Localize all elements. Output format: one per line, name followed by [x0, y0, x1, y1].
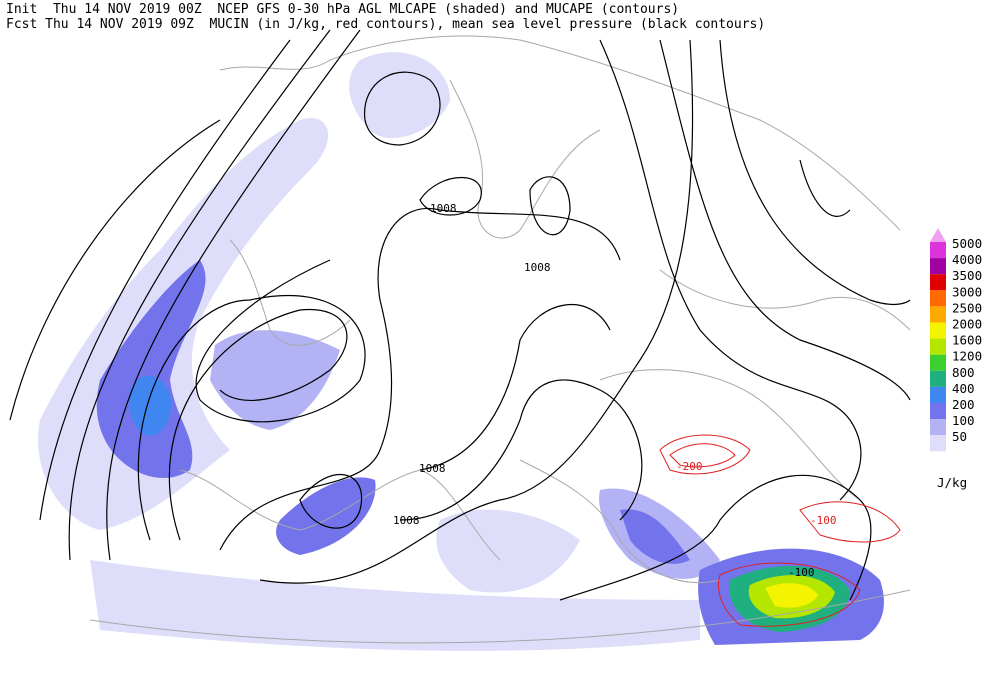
legend-swatch: [930, 290, 946, 307]
isobar-label: 1008: [430, 202, 457, 215]
legend-swatch: [930, 370, 946, 387]
legend-swatch: [930, 354, 946, 371]
cin-label: -100: [788, 566, 815, 579]
legend-swatch: [930, 435, 946, 452]
legend-swatch: [930, 419, 946, 436]
legend-label: 5000: [952, 236, 982, 251]
legend-swatch: [930, 242, 946, 259]
cape-shading: [38, 52, 884, 651]
cin-label: -100: [810, 514, 837, 527]
legend-swatch: [930, 403, 946, 420]
legend-swatch: [930, 258, 946, 275]
coastlines: [89, 35, 911, 644]
isobar-label: 1008: [524, 261, 551, 274]
legend-label: 1600: [952, 333, 982, 348]
legend-label: 400: [952, 381, 975, 396]
legend-unit: J/kg: [937, 475, 967, 490]
legend-label: 3000: [952, 284, 982, 299]
legend-label: 1200: [952, 349, 982, 364]
isobar-label: 1008: [393, 514, 420, 527]
legend-swatch: [930, 306, 946, 323]
legend-swatch: [930, 322, 946, 339]
legend-swatch: [930, 338, 946, 355]
isobar-label: 1008: [419, 462, 446, 475]
legend-label: 800: [952, 365, 975, 380]
legend-label: 4000: [952, 252, 982, 267]
header-line: Init Thu 14 NOV 2019 00Z NCEP GFS 0-30 h…: [6, 2, 679, 17]
contour-labels: 1008 1008 1008 1008 -200 -100 -100: [393, 202, 837, 579]
legend-label: 3500: [952, 268, 982, 283]
legend-label: 50: [952, 429, 967, 444]
legend-overflow: [930, 228, 946, 242]
header-line: Fcst Thu 14 NOV 2019 09Z MUCIN (in J/kg,…: [6, 17, 765, 32]
legend-label: 2500: [952, 300, 982, 315]
legend-label: 100: [952, 413, 975, 428]
cin-label: -200: [676, 460, 703, 473]
legend-label: 2000: [952, 317, 982, 332]
legend-label: 200: [952, 397, 975, 412]
legend-swatch: [930, 274, 946, 291]
legend-swatch: [930, 386, 946, 403]
cin-contours: [659, 434, 901, 627]
isobars: [9, 29, 911, 601]
